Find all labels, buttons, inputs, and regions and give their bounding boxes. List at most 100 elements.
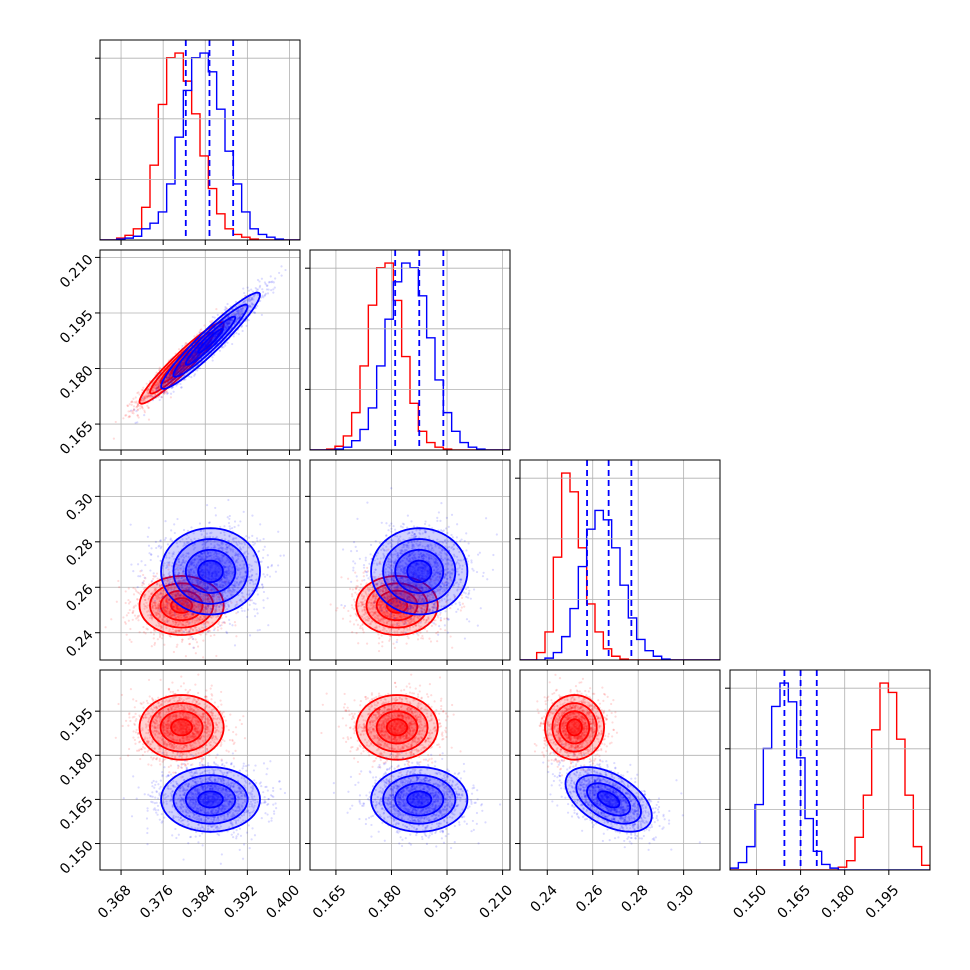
scatter-point <box>221 324 224 328</box>
scatter-point <box>206 539 210 543</box>
scatter-point <box>172 368 175 371</box>
scatter-point <box>256 629 259 632</box>
scatter-point <box>142 397 145 400</box>
scatter-point <box>181 623 184 626</box>
scatter-point <box>163 608 166 611</box>
scatter-point <box>227 322 230 325</box>
scatter-point <box>221 595 224 598</box>
scatter-point <box>152 637 155 640</box>
scatter-point <box>207 341 211 344</box>
scatter-point <box>187 588 190 591</box>
scatter-point <box>214 605 218 608</box>
scatter-point <box>184 599 187 602</box>
scatter-point <box>185 366 188 369</box>
scatter-point <box>194 350 197 353</box>
scatter-point <box>180 386 183 389</box>
scatter-point <box>184 621 187 624</box>
scatter-point <box>248 599 252 602</box>
scatter-point <box>196 591 199 594</box>
scatter-point <box>193 571 196 574</box>
scatter-point <box>149 395 152 398</box>
scatter-point <box>157 606 160 609</box>
scatter-point <box>197 597 200 600</box>
scatter-point <box>204 572 207 575</box>
scatter-point <box>186 591 189 594</box>
scatter-point <box>207 596 210 599</box>
scatter-point <box>175 595 178 598</box>
scatter-point <box>150 614 153 617</box>
scatter-point <box>225 548 229 551</box>
scatter-point <box>182 615 186 618</box>
scatter-point <box>216 615 219 618</box>
scatter-point <box>194 350 198 353</box>
scatter-point <box>180 576 184 579</box>
scatter-point <box>200 552 203 555</box>
scatter-point <box>246 593 249 596</box>
density-contour <box>149 331 215 395</box>
scatter-point <box>192 629 195 632</box>
scatter-point <box>254 286 257 290</box>
density-contour <box>197 327 224 354</box>
scatter-point <box>229 560 232 564</box>
scatter-point <box>195 590 198 593</box>
scatter-point <box>191 608 194 611</box>
scatter-point <box>180 386 183 389</box>
scatter-point <box>158 597 161 601</box>
scatter-point <box>182 600 185 603</box>
scatter-point <box>129 600 132 604</box>
scatter-point <box>211 359 214 362</box>
scatter-point <box>261 294 264 297</box>
scatter-point <box>168 574 172 577</box>
scatter-point <box>177 366 180 370</box>
scatter-point <box>150 616 153 620</box>
scatter-point <box>256 278 260 282</box>
scatter-point <box>190 600 193 604</box>
scatter-point <box>241 306 245 309</box>
scatter-point <box>168 598 171 601</box>
scatter-point <box>194 585 197 588</box>
scatter-point <box>155 613 159 617</box>
scatter-point <box>135 400 138 403</box>
scatter-point <box>218 624 222 627</box>
scatter-point <box>218 560 221 563</box>
scatter-point <box>142 397 145 401</box>
scatter-point <box>166 620 169 623</box>
scatter-point <box>175 568 178 571</box>
scatter-point <box>159 624 162 627</box>
scatter-point <box>176 629 180 632</box>
scatter-point <box>248 304 251 307</box>
scatter-point <box>211 356 214 359</box>
scatter-point <box>266 284 269 287</box>
scatter-point <box>143 411 146 414</box>
scatter-point <box>142 398 146 401</box>
scatter-point <box>162 606 165 609</box>
scatter-point <box>202 563 205 567</box>
scatter-point <box>185 600 188 604</box>
scatter-point <box>216 332 219 335</box>
scatter-point <box>190 356 193 359</box>
scatter-point <box>167 376 171 379</box>
scatter-point <box>203 557 206 560</box>
scatter-point <box>219 326 222 329</box>
scatter-point <box>205 541 208 544</box>
scatter-point <box>258 286 261 289</box>
density-contour <box>149 582 215 629</box>
scatter-point <box>163 643 166 646</box>
scatter-point <box>206 604 209 607</box>
scatter-point <box>212 615 215 618</box>
scatter-point <box>225 551 228 554</box>
scatter-point <box>224 566 227 569</box>
scatter-point <box>204 576 208 579</box>
scatter-point <box>197 583 200 586</box>
scatter-point <box>196 575 199 578</box>
scatter-point <box>211 577 214 580</box>
scatter-point <box>235 331 238 335</box>
scatter-point <box>184 378 187 381</box>
scatter-point <box>222 575 225 578</box>
scatter-point <box>249 599 252 602</box>
scatter-point <box>220 557 223 560</box>
scatter-point <box>180 628 183 631</box>
scatter-point <box>134 587 137 591</box>
scatter-point <box>124 590 127 593</box>
scatter-point <box>243 551 246 554</box>
